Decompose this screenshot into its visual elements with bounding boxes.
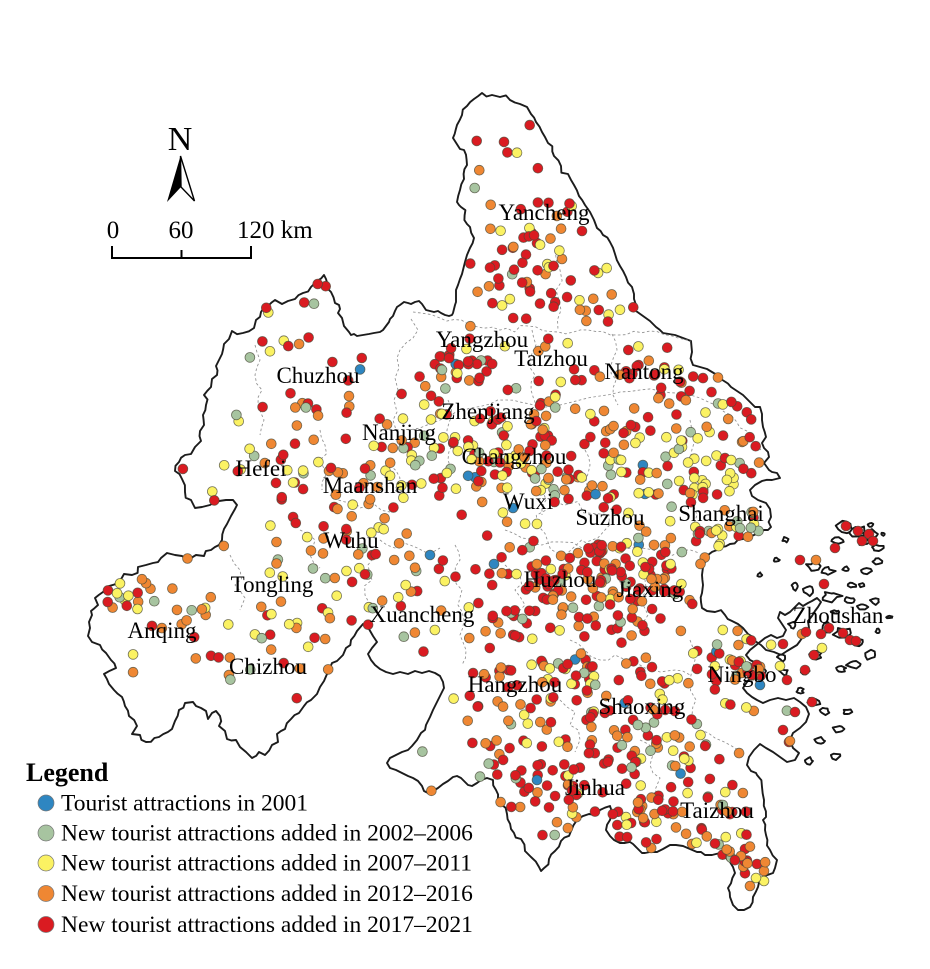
svg-text:Tongling: Tongling: [231, 572, 314, 597]
svg-text:Zhenjiang: Zhenjiang: [441, 399, 535, 424]
svg-text:Hefei: Hefei: [235, 456, 286, 481]
svg-text:New tourist attractions added: New tourist attractions added in 2012–20…: [61, 881, 473, 907]
svg-text:Jiaxing: Jiaxing: [617, 577, 684, 602]
svg-text:Huzhou: Huzhou: [524, 567, 597, 592]
svg-text:Suzhou: Suzhou: [576, 505, 646, 530]
svg-text:Hangzhou: Hangzhou: [468, 672, 563, 697]
svg-text:Yangzhou: Yangzhou: [436, 327, 529, 352]
svg-text:Wuxi: Wuxi: [503, 489, 553, 514]
svg-text:60: 60: [169, 217, 194, 244]
svg-text:N: N: [168, 121, 193, 158]
svg-text:Jinhua: Jinhua: [565, 775, 625, 800]
svg-text:Chuzhou: Chuzhou: [276, 363, 360, 388]
svg-text:Shanghai: Shanghai: [678, 501, 764, 526]
svg-text:Tourist attractions in 2001: Tourist attractions in 2001: [61, 791, 308, 817]
svg-text:Taizhou: Taizhou: [680, 798, 754, 823]
svg-text:New tourist attractions added: New tourist attractions added in 2007–20…: [61, 851, 472, 877]
svg-text:Zhoushan: Zhoushan: [793, 603, 884, 628]
svg-text:Nantong: Nantong: [604, 359, 684, 384]
svg-text:Anqing: Anqing: [128, 618, 198, 643]
svg-text:New tourist attractions added: New tourist attractions added in 2002–20…: [61, 821, 473, 847]
svg-text:New tourist attractions added: New tourist attractions added in 2017–20…: [61, 912, 473, 938]
svg-text:0: 0: [107, 217, 120, 244]
svg-text:Xuancheng: Xuancheng: [370, 602, 475, 627]
svg-text:Yancheng: Yancheng: [499, 200, 590, 225]
svg-text:Taizhou: Taizhou: [514, 346, 588, 371]
svg-text:120 km: 120 km: [237, 217, 313, 244]
svg-text:Maanshan: Maanshan: [323, 473, 418, 498]
svg-text:Nanjing: Nanjing: [362, 420, 437, 445]
svg-text:Legend: Legend: [26, 758, 109, 787]
svg-text:Chizhou: Chizhou: [229, 654, 307, 679]
svg-text:Changzhou: Changzhou: [462, 444, 567, 469]
svg-text:Ningbo: Ningbo: [708, 662, 777, 687]
svg-text:Wuhu: Wuhu: [323, 528, 379, 553]
svg-text:Shaoxing: Shaoxing: [599, 694, 686, 719]
